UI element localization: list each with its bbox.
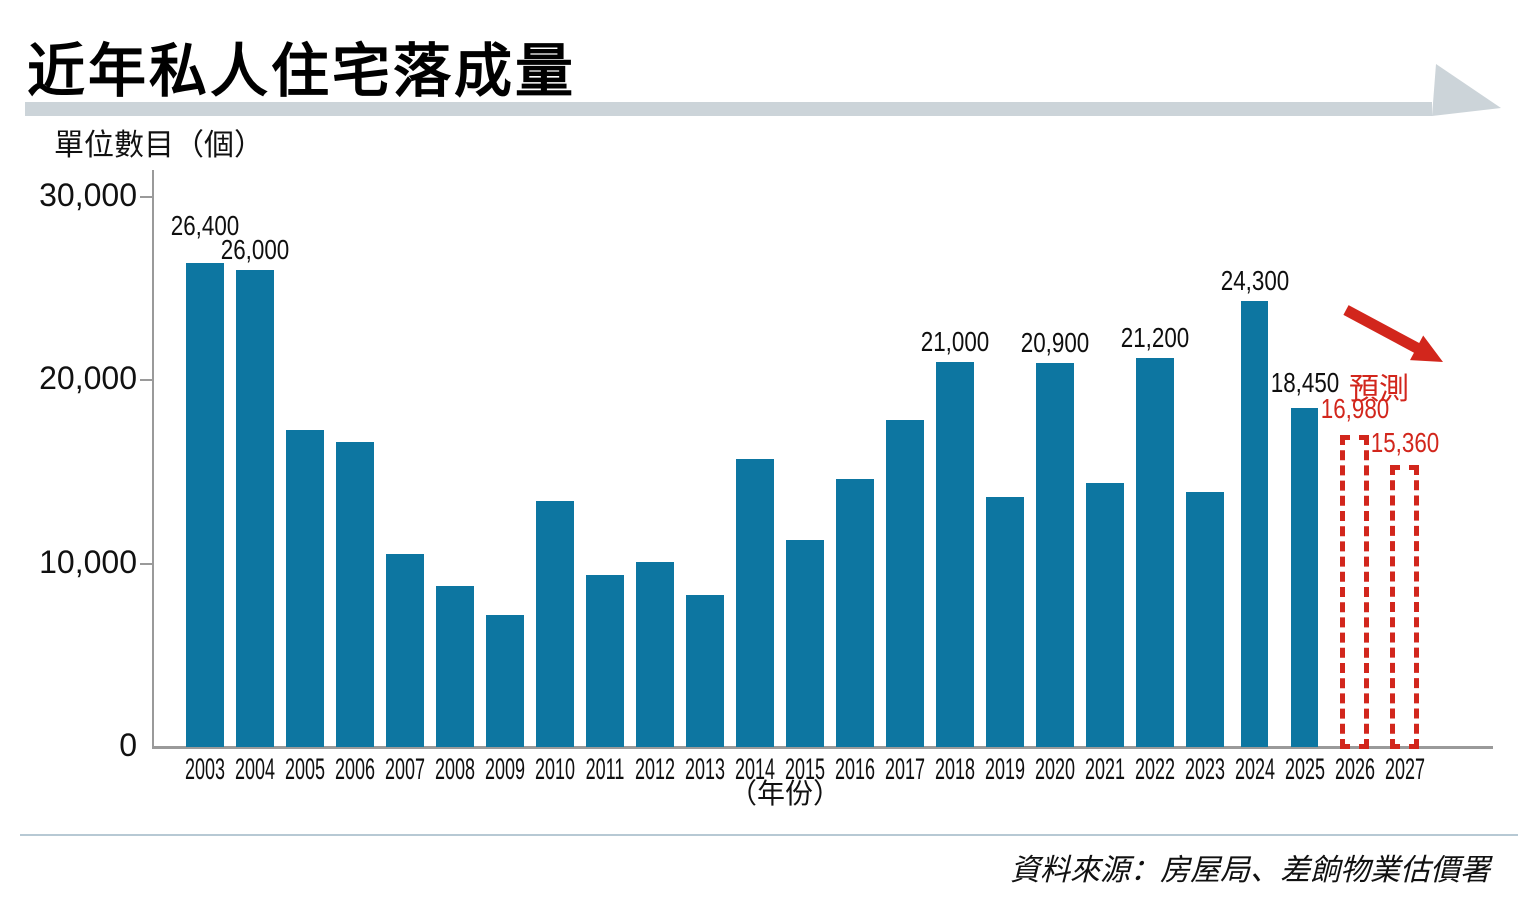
bar-label-2026: 16,980 [1320, 393, 1389, 425]
bar-2014 [735, 458, 774, 747]
x-tick-2012: 2012 [634, 753, 675, 786]
page-title: 近年私人住宅落成量 [27, 39, 577, 104]
bar-label-2022: 21,200 [1120, 321, 1189, 353]
footer-divider [20, 834, 1518, 836]
bar-2018 [935, 361, 974, 747]
x-tick-2008: 2008 [434, 753, 475, 786]
bar-2015 [785, 539, 824, 747]
bar-2006 [335, 442, 374, 747]
bar-label-2027: 15,360 [1370, 427, 1439, 459]
bar-2016 [835, 479, 874, 747]
y-axis-title: 單位數目（個） [54, 129, 264, 162]
bar-2022 [1135, 357, 1174, 747]
bar-2026 [1340, 435, 1369, 749]
bar-2017 [885, 420, 924, 747]
bar-2005 [285, 429, 324, 747]
y-tick-label-30000: 30,000 [39, 176, 137, 213]
forecast-label: 預測 [1349, 373, 1409, 406]
forecast-arrow-icon [1343, 305, 1443, 362]
x-tick-2006: 2006 [334, 753, 375, 786]
band-swoosh-icon [1432, 64, 1501, 116]
bar-2007 [385, 554, 424, 747]
bar-2021 [1085, 482, 1124, 747]
x-tick-2010: 2010 [534, 753, 575, 786]
bar-2008 [435, 585, 474, 747]
y-tick-30000 [140, 195, 153, 198]
y-tick-20000 [140, 379, 153, 381]
bar-label-2003: 26,400 [170, 209, 239, 241]
x-tick-2025: 2025 [1284, 753, 1325, 786]
x-axis-title: （年份） [728, 778, 841, 809]
y-tick-label-0: 0 [119, 727, 137, 763]
x-tick-2016: 2016 [834, 753, 875, 786]
x-tick-2026: 2026 [1334, 753, 1375, 786]
x-tick-2024: 2024 [1234, 753, 1275, 786]
x-tick-2022: 2022 [1134, 753, 1175, 786]
bar-2004 [235, 269, 274, 747]
x-tick-2019: 2019 [984, 753, 1025, 786]
x-tick-2021: 2021 [1084, 753, 1125, 786]
y-tick-10000 [140, 562, 153, 565]
source-note: 資料來源：房屋局、差餉物業估價署 [1010, 854, 1490, 887]
x-tick-2003: 2003 [184, 753, 225, 786]
bar-2013 [685, 594, 724, 747]
x-tick-2018: 2018 [934, 753, 975, 786]
x-tick-2005: 2005 [284, 753, 325, 786]
x-tick-2014: 2014 [734, 753, 775, 786]
bar-2019 [985, 497, 1024, 747]
band-bar [25, 102, 1432, 116]
bar-2003 [185, 262, 224, 747]
bar-label-2024: 24,300 [1220, 265, 1289, 297]
x-tick-2015: 2015 [784, 753, 825, 786]
x-tick-2027: 2027 [1384, 753, 1425, 786]
bar-2024 [1241, 301, 1268, 747]
bar-2020 [1035, 363, 1074, 747]
bar-label-2004: 26,000 [220, 233, 289, 265]
x-tick-2007: 2007 [384, 753, 425, 786]
bar-2011 [585, 574, 624, 747]
bar-2010 [535, 501, 574, 747]
x-tick-2020: 2020 [1034, 753, 1075, 786]
x-tick-2004: 2004 [234, 753, 275, 786]
bar-2009 [485, 614, 524, 747]
y-tick-label-10000: 10,000 [39, 543, 137, 580]
y-tick-label-20000: 20,000 [39, 360, 137, 396]
x-tick-2009: 2009 [484, 753, 525, 786]
title-underline-band [25, 64, 1501, 116]
y-axis-line [152, 170, 154, 747]
x-tick-2023: 2023 [1184, 753, 1225, 786]
bar-2027 [1390, 465, 1419, 749]
bar-label-2020: 20,900 [1020, 327, 1089, 359]
bar-label-2025: 18,450 [1270, 367, 1339, 399]
bar-2023 [1185, 491, 1224, 747]
bar-label-2018: 21,000 [920, 325, 989, 357]
bar-2025 [1291, 408, 1318, 747]
x-tick-2017: 2017 [884, 753, 925, 786]
bar-2012 [635, 561, 674, 747]
x-axis-line [152, 746, 1493, 749]
x-tick-2013: 2013 [684, 753, 725, 786]
x-tick-2011: 2011 [585, 753, 624, 786]
